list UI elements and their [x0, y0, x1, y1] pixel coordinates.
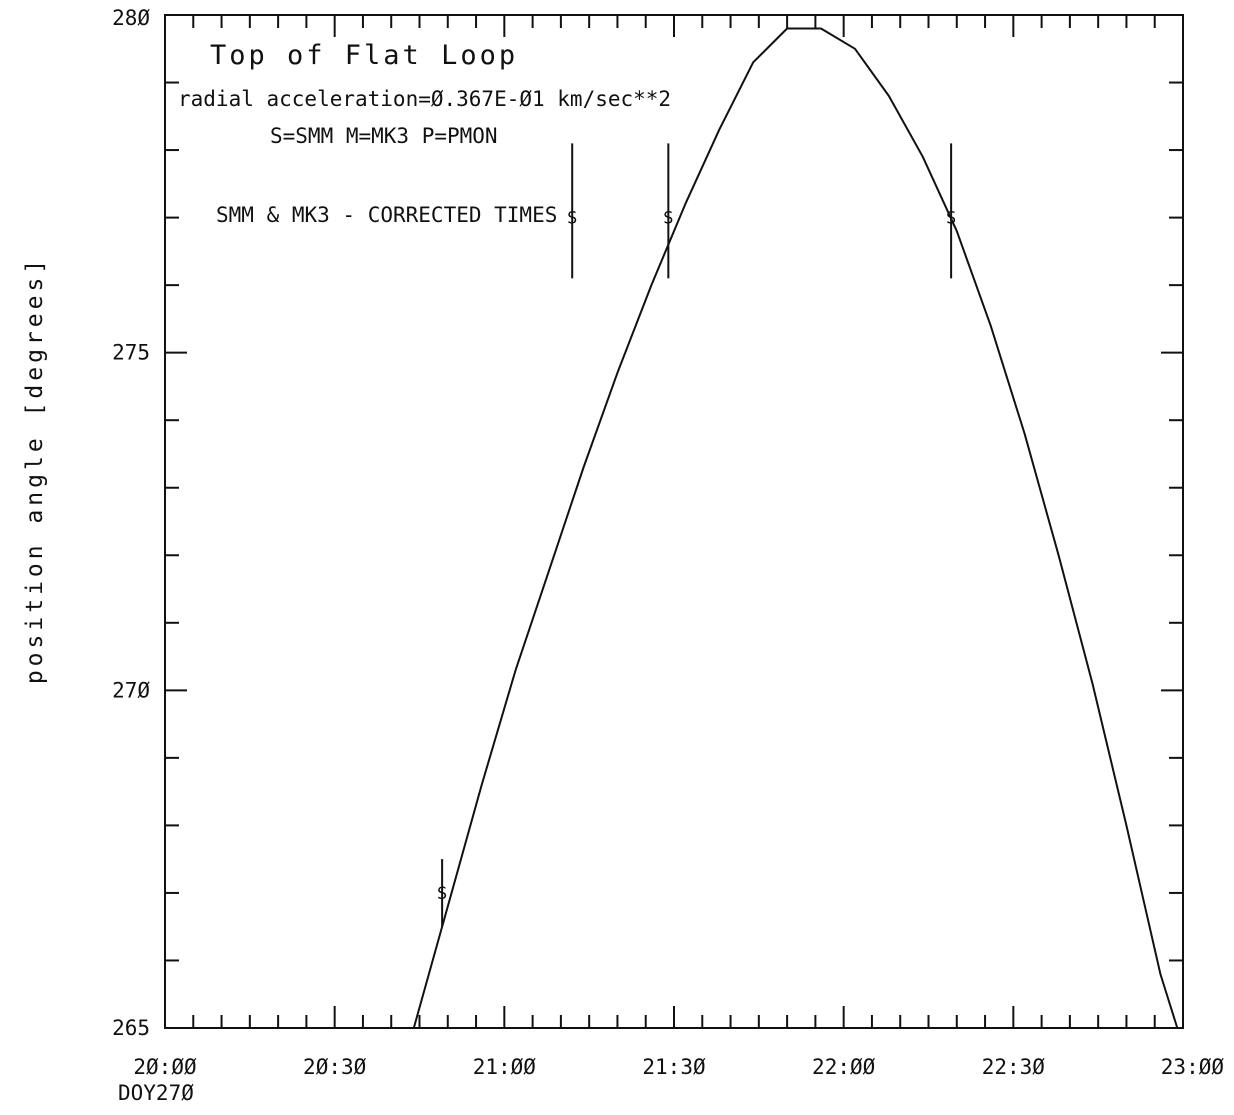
axis-ticks: 2Ø:ØØ 2Ø:3Ø 21:ØØ 21:3Ø 22:ØØ 22:3Ø 23:ØØ 265 27…	[112, 6, 1224, 1079]
x-tick-label: 21:3Ø	[642, 1055, 706, 1079]
data-point-marker: S	[567, 209, 577, 229]
data-point-marker: S	[437, 884, 447, 904]
x-axis-sublabel: DOY27Ø	[118, 1081, 194, 1105]
plot-frame	[164, 14, 1184, 1029]
x-tick-label: 2Ø:3Ø	[303, 1055, 367, 1079]
annotation-corrected-times: SMM & MK3 - CORRECTED TIMES	[216, 203, 557, 227]
fit-curve-line	[412, 27, 1179, 1029]
fit-curve-layer	[412, 27, 1179, 1029]
chart-title: Top of Flat Loop	[210, 40, 518, 71]
y-tick-label: 28Ø	[112, 6, 150, 30]
y-tick-label: 27Ø	[112, 678, 150, 702]
data-point-marker: S	[663, 209, 673, 229]
data-point-marker: S	[946, 209, 956, 229]
x-tick-label: 22:3Ø	[982, 1055, 1046, 1079]
x-tick-label: 22:ØØ	[812, 1055, 876, 1079]
annotation-radial-acceleration: radial acceleration=Ø.367E-Ø1 km/sec**2	[178, 87, 671, 111]
x-tick-label: 23:ØØ	[1161, 1055, 1225, 1079]
y-axis-label: position angle [degrees]	[22, 256, 48, 684]
y-tick-label: 265	[112, 1016, 150, 1040]
x-tick-label: 2Ø:ØØ	[133, 1055, 197, 1079]
x-tick-label: 21:ØØ	[473, 1055, 537, 1079]
annotation-legend-key: S=SMM M=MK3 P=PMON	[270, 124, 498, 148]
data-points-layer: S S S S	[437, 143, 956, 927]
y-tick-label: 275	[112, 341, 150, 365]
